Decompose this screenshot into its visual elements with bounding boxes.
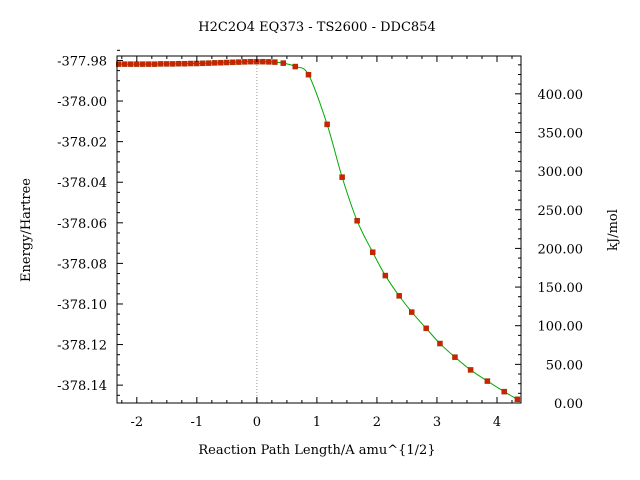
data-point-24 (260, 58, 266, 65)
data-point-39 (452, 354, 458, 360)
data-point-18 (224, 59, 230, 66)
x-tick-label-5: 3 (433, 415, 441, 430)
x-axis-label: Reaction Path Length/A amu^{1/2} (198, 443, 435, 458)
data-point-33 (369, 249, 376, 255)
data-point-0 (116, 61, 122, 67)
y-tick-label-5: -378.08 (57, 257, 107, 272)
data-point-14 (200, 60, 206, 67)
x-tick-label-6: 4 (493, 415, 501, 430)
data-point-19 (230, 59, 236, 66)
x-tick-label-1: -1 (191, 415, 204, 430)
chart-title: H2C2O4 EQ373 - TS2600 - DDC854 (198, 20, 435, 35)
y2-tick-label-0: 0.00 (554, 397, 583, 412)
data-point-11 (182, 60, 188, 67)
plot-frame (116, 55, 522, 404)
x-tick-label-3: 1 (313, 415, 321, 430)
data-point-1 (122, 61, 128, 67)
y2-tick-label-8: 400.00 (538, 88, 584, 103)
y2-tick-label-2: 100.00 (538, 320, 584, 335)
x-axis-ticks: -2 -1 0 1 2 3 4 (121, 56, 513, 430)
data-point-34 (382, 272, 389, 279)
data-point-40 (467, 367, 474, 373)
data-point-4 (140, 61, 146, 67)
data-point-7 (158, 61, 164, 67)
y2-tick-label-6: 300.00 (538, 165, 584, 180)
data-point-20 (236, 59, 242, 65)
y-axis-label: Energy/Hartree (19, 178, 34, 282)
data-point-10 (176, 60, 182, 67)
y2-tick-label-3: 150.00 (538, 281, 584, 296)
x-tick-label-2: 0 (253, 415, 261, 430)
energy-curve-line (118, 61, 518, 400)
x-tick-label-0: -2 (130, 415, 143, 430)
y2-tick-label-5: 250.00 (538, 204, 584, 219)
data-point-41 (484, 378, 491, 384)
data-point-21 (242, 59, 248, 65)
y-tick-label-4: -378.06 (57, 217, 107, 232)
data-point-42 (501, 388, 507, 395)
data-point-43 (514, 396, 521, 403)
data-point-9 (170, 61, 176, 67)
y-tick-label-8: -378.14 (57, 379, 107, 394)
data-point-35 (396, 293, 402, 299)
data-point-36 (408, 309, 415, 315)
data-point-6 (152, 61, 158, 67)
y-axis-ticks: -377.98 -378.00 -378.02 -378.04 -378.06 -378.… (57, 49, 123, 396)
y2-tick-label-7: 350.00 (538, 126, 584, 141)
data-point-15 (206, 60, 212, 66)
data-point-8 (164, 61, 170, 67)
y-tick-label-6: -378.10 (57, 298, 107, 313)
data-point-3 (134, 61, 140, 67)
y2-tick-label-4: 200.00 (538, 242, 584, 257)
y2-axis-label: kJ/mol (606, 209, 621, 251)
y2-tick-label-1: 50.00 (546, 358, 583, 373)
data-point-17 (218, 59, 224, 66)
data-points (116, 58, 521, 403)
data-point-29 (305, 71, 312, 78)
y-tick-label-7: -378.12 (57, 339, 107, 354)
data-point-12 (188, 60, 194, 67)
y-tick-label-2: -378.02 (57, 136, 107, 151)
data-point-31 (339, 174, 345, 180)
data-point-22 (248, 58, 254, 65)
y-tick-label-0: -377.98 (57, 54, 107, 69)
data-point-26 (272, 59, 278, 65)
data-point-27 (280, 60, 287, 66)
data-point-32 (354, 218, 360, 224)
y-tick-label-3: -378.04 (57, 176, 107, 191)
data-point-25 (266, 59, 272, 65)
data-point-5 (146, 61, 152, 67)
x-tick-label-4: 2 (373, 415, 381, 430)
data-point-38 (437, 340, 443, 347)
data-point-16 (212, 60, 218, 66)
data-point-28 (292, 63, 299, 70)
y-tick-label-1: -378.00 (57, 95, 107, 110)
data-point-2 (128, 61, 134, 67)
y2-axis-ticks: 0.00 50.00 100.00 150.00 200.00 250.00 300.00 3… (515, 64, 584, 412)
data-point-30 (324, 121, 330, 128)
data-point-37 (423, 325, 429, 332)
